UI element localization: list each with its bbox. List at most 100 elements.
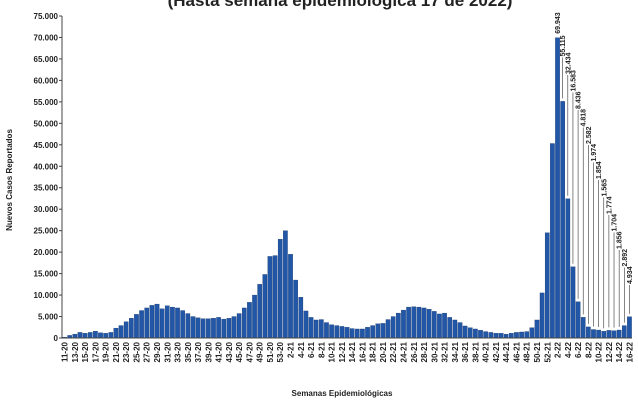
bar <box>144 307 150 339</box>
bar <box>560 101 565 339</box>
bar <box>534 319 540 339</box>
bar <box>575 301 581 339</box>
bar <box>334 325 340 339</box>
bar <box>488 332 494 339</box>
bar <box>473 328 478 339</box>
bar <box>447 317 453 339</box>
bar <box>478 330 483 339</box>
bar <box>303 310 309 339</box>
bar <box>98 332 103 339</box>
chart-title: (Hasta semana epidemiológica 17 de 2022) <box>168 0 513 10</box>
x-tick-label: 23-20 <box>122 341 131 362</box>
value-label: 2.582 <box>586 126 593 144</box>
y-tick-label: 30.000 <box>34 205 59 214</box>
bar <box>72 333 78 339</box>
x-tick-label: 8-21 <box>317 341 326 358</box>
x-tick-label: 4-22 <box>564 341 573 358</box>
bar <box>313 319 319 339</box>
bar <box>421 307 427 339</box>
y-tick-label: 55.000 <box>34 98 59 107</box>
x-tick-label: 6-21 <box>307 341 316 358</box>
bar <box>544 232 550 339</box>
value-label: 69.943 <box>555 12 562 34</box>
bar <box>200 318 206 339</box>
x-axis-title: Semanas Epidemiológicas <box>292 389 393 398</box>
bar <box>267 256 273 339</box>
bar <box>550 143 555 339</box>
bar <box>159 308 165 339</box>
bar <box>483 331 488 339</box>
bar <box>180 310 185 339</box>
x-tick-label: 26-21 <box>410 341 419 362</box>
bar <box>627 316 632 339</box>
x-tick-label: 33-20 <box>174 341 183 362</box>
x-tick-label: 16-21 <box>358 341 367 362</box>
y-tick-label: 60.000 <box>34 76 59 85</box>
x-tick-label: 15-20 <box>81 341 90 362</box>
bar <box>236 313 242 339</box>
x-tick-label: 34-21 <box>451 341 460 362</box>
bar <box>185 313 191 339</box>
bar <box>606 330 612 339</box>
x-tick-label: 2-22 <box>554 341 563 358</box>
x-tick-label: 46-21 <box>512 341 521 362</box>
y-tick-label: 5.000 <box>38 313 59 322</box>
bar <box>77 332 83 339</box>
value-label: 1.565 <box>601 179 608 197</box>
bar <box>503 333 509 339</box>
bar <box>380 323 386 339</box>
bar <box>226 318 232 339</box>
x-tick-label: 43-20 <box>225 341 234 362</box>
x-tick-label: 19-20 <box>102 341 111 362</box>
bar <box>349 328 355 339</box>
bar <box>175 307 180 339</box>
y-tick-label: 45.000 <box>34 141 59 150</box>
bar <box>149 305 155 339</box>
value-label: 1.974 <box>591 144 598 162</box>
bar <box>247 302 252 339</box>
x-tick-label: 37-20 <box>194 341 203 362</box>
bar <box>467 327 473 339</box>
y-tick-label: 65.000 <box>34 55 59 64</box>
value-label: 1.856 <box>617 231 624 249</box>
x-tick-label: 51-20 <box>266 341 275 362</box>
x-tick-label: 28-21 <box>420 341 429 362</box>
bar <box>390 316 396 339</box>
bar <box>262 274 268 339</box>
bar <box>411 306 417 339</box>
bar <box>277 239 283 339</box>
y-tick-label: 25.000 <box>34 227 59 236</box>
bar <box>570 266 576 339</box>
value-label: 1.774 <box>606 196 613 214</box>
x-tick-label: 39-20 <box>204 341 213 362</box>
x-tick-label: 53-20 <box>276 341 285 362</box>
bar <box>231 316 237 339</box>
bar <box>431 311 437 339</box>
x-tick-label: 6-22 <box>574 341 583 358</box>
bar <box>118 325 124 339</box>
x-tick-label: 11-20 <box>61 341 70 362</box>
x-tick-label: 16-22 <box>625 341 634 362</box>
bar <box>288 254 293 339</box>
y-tick-label: 0 <box>54 334 59 343</box>
bar <box>452 319 458 339</box>
x-tick-label: 31-20 <box>163 341 172 362</box>
y-tick-label: 50.000 <box>34 119 59 128</box>
bar <box>154 303 160 339</box>
bar <box>283 230 288 339</box>
y-tick-label: 75.000 <box>34 12 59 21</box>
bar <box>298 297 304 339</box>
x-tick-label: 17-20 <box>91 341 100 362</box>
x-tick-label: 13-20 <box>71 341 80 362</box>
x-tick-label: 8-22 <box>584 341 593 358</box>
x-tick-label: 49-20 <box>256 341 265 362</box>
bar <box>206 318 211 339</box>
bar <box>241 307 247 339</box>
x-tick-label: 2-21 <box>287 341 296 358</box>
bar <box>129 318 134 339</box>
x-tick-label: 40-21 <box>482 341 491 362</box>
bar <box>134 314 139 339</box>
x-tick-label: 38-21 <box>471 341 480 362</box>
value-label: 55.115 <box>560 35 567 56</box>
x-tick-label: 35-20 <box>184 341 193 362</box>
